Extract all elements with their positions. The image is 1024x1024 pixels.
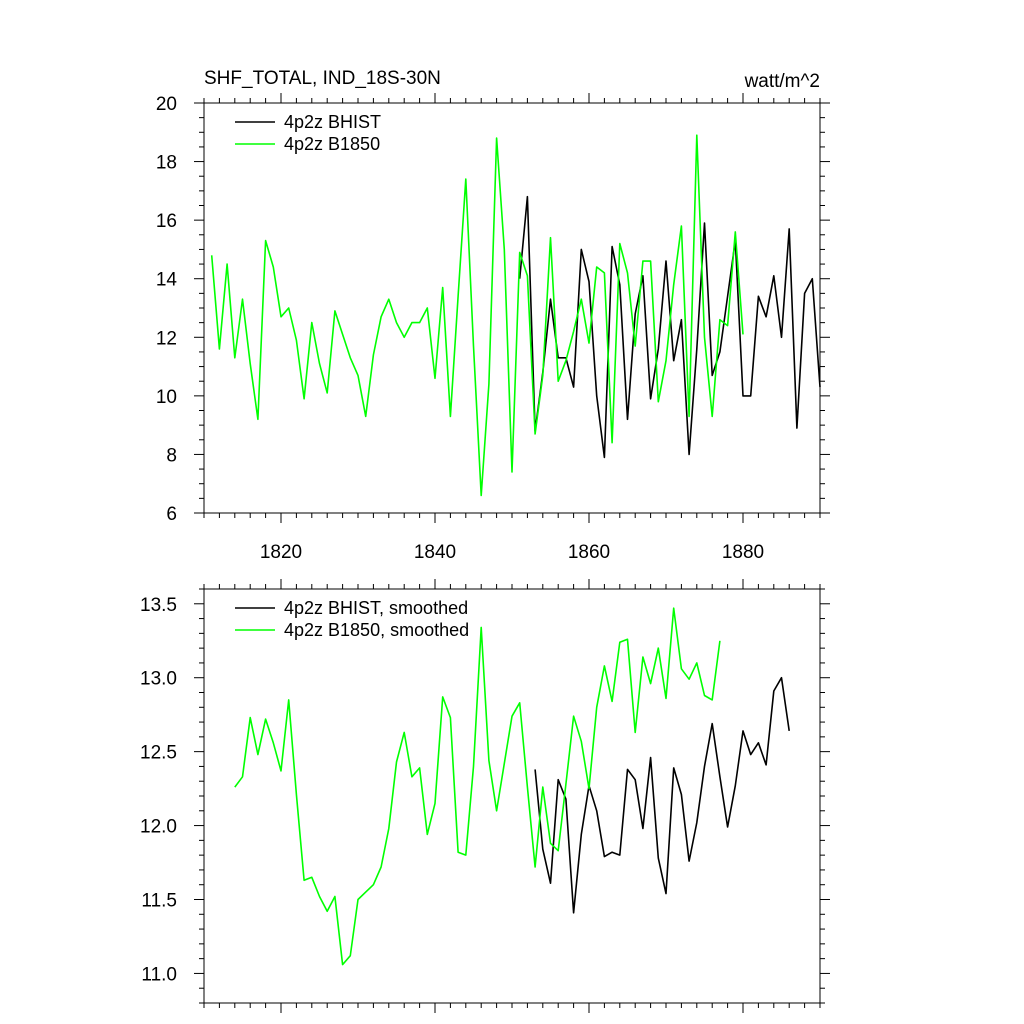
y-tick-label: 14 xyxy=(156,270,178,291)
series-line-4p2z-bhist-smoothed xyxy=(534,676,790,914)
y-tick-label: 6 xyxy=(166,504,177,525)
y-tick-label: 20 xyxy=(156,94,177,115)
x-tick-label: 1860 xyxy=(568,542,610,563)
y-tick-label: 12.0 xyxy=(140,817,177,838)
series-line-4p2z-b1850-smoothed xyxy=(234,607,721,966)
y-tick-label: 8 xyxy=(166,445,177,466)
y-tick-label: 12 xyxy=(156,328,177,349)
y-tick-label: 13.5 xyxy=(140,595,177,616)
y-tick-label: 12.5 xyxy=(140,743,177,764)
series-line-4p2z-b1850 xyxy=(210,134,744,497)
series-line-4p2z-bhist xyxy=(518,195,821,459)
y-tick-label: 18 xyxy=(156,153,177,174)
legend-label: 4p2z BHIST xyxy=(284,112,381,132)
legend-label: 4p2z BHIST, smoothed xyxy=(284,598,468,618)
legend-label: 4p2z B1850 xyxy=(284,134,380,154)
y-tick-label: 11.5 xyxy=(141,891,177,912)
y-tick-label: 16 xyxy=(156,211,177,232)
legend-label: 4p2z B1850, smoothed xyxy=(284,620,469,640)
y-tick-label: 11.0 xyxy=(141,964,177,985)
x-tick-label: 1820 xyxy=(260,542,302,563)
x-tick-label: 1880 xyxy=(722,542,764,563)
x-tick-label: 1840 xyxy=(414,542,456,563)
y-tick-label: 13.0 xyxy=(140,669,177,690)
bottom-panel: 11.0 11.5 12.0 12.5 13.0 13.5 4p2z BHIST, smoo… xyxy=(140,579,830,1013)
chart-units: watt/m^2 xyxy=(744,71,820,92)
y-tick-label: 10 xyxy=(156,387,177,408)
chart-title: SHF_TOTAL, IND_18S-30N xyxy=(204,68,441,89)
